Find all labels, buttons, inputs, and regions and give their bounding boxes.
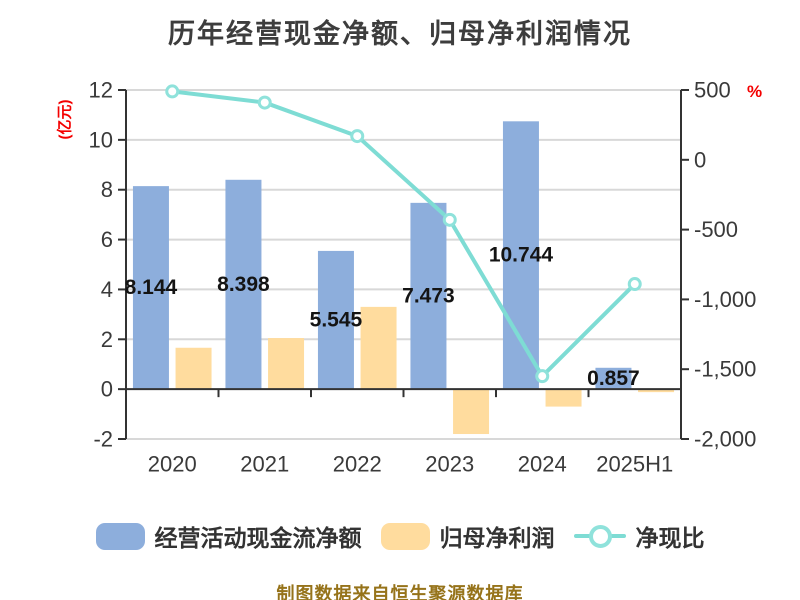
x-category-label-2021: 2021	[240, 452, 289, 477]
left-axis-tick-label: -2	[93, 427, 113, 452]
x-category-label-2022: 2022	[333, 452, 382, 477]
left-axis-tick-label: 4	[101, 277, 113, 302]
left-axis-tick-label: 0	[101, 377, 113, 402]
cash-ratio-point-2022	[350, 129, 365, 144]
bar-net-profit-2024	[545, 389, 582, 407]
legend-item-cash-ratio: 净现比	[573, 519, 705, 553]
data-label-2025H1: 0.857	[587, 367, 640, 390]
left-axis-tick-label: 8	[101, 177, 113, 202]
bar-operating-cashflow-2025H1	[595, 367, 632, 390]
data-label-2024: 10.744	[489, 244, 554, 267]
bar-operating-cashflow-2024	[502, 121, 539, 390]
chart-plot: 12 10 8 6 4 2 0 -2 500 0 -500 -1,000 -1,500 -2,000 202…	[89, 78, 757, 477]
cash-ratio-point-2020	[165, 84, 180, 99]
right-axis-tick-label: -1,500	[694, 357, 756, 382]
bar-net-profit-2025H1	[638, 389, 675, 393]
blue-bar-swatch-icon	[95, 522, 145, 550]
yellow-bar-swatch-icon	[380, 522, 430, 550]
data-label-2022: 5.545	[310, 309, 363, 332]
right-axis-tick-label: -1,000	[694, 287, 756, 312]
bar-net-profit-2022	[360, 306, 397, 390]
x-category-label-2025H1: 2025H1	[596, 452, 673, 477]
x-category-label-2023: 2023	[425, 452, 474, 477]
x-category-label-2024: 2024	[518, 452, 567, 477]
cash-ratio-point-2025H1	[627, 277, 642, 292]
right-axis-tick-label: -2,000	[694, 427, 756, 452]
right-axis-tick-label: 0	[694, 147, 706, 172]
chart-title: 历年经营现金净额、归母净利润情况	[168, 19, 632, 49]
legend-label: 归母净利润	[439, 525, 555, 551]
cash-ratio-line	[170, 89, 637, 379]
data-label-2023: 7.473	[402, 284, 455, 307]
cash-ratio-point-2021	[257, 95, 272, 110]
bar-net-profit-2023	[453, 389, 490, 435]
left-axis-tick-label: 12	[89, 78, 113, 103]
left-axis-tick-label: 2	[101, 327, 113, 352]
cash-ratio-point-2024	[535, 369, 550, 384]
bar-operating-cashflow-2020	[132, 186, 169, 390]
x-category-label-2020: 2020	[148, 452, 197, 477]
left-axis-tick-label: 10	[89, 127, 113, 152]
legend-item-net-profit: 归母净利润	[380, 519, 555, 553]
legend-label: 净现比	[635, 525, 705, 551]
chart-legend: 经营活动现金流净额 归母净利润 净现比	[0, 519, 800, 553]
line-marker-swatch-icon	[573, 523, 626, 550]
legend-item-operating-cashflow: 经营活动现金流净额	[95, 519, 362, 553]
bar-net-profit-2021	[268, 338, 305, 390]
data-label-2020: 8.144	[125, 276, 178, 299]
left-axis-tick-label: 6	[101, 227, 113, 252]
data-label-2021: 8.398	[217, 273, 270, 296]
legend-label: 经营活动现金流净额	[154, 525, 362, 551]
bar-net-profit-2020	[175, 347, 212, 390]
right-axis-tick-label: -500	[694, 217, 738, 242]
right-axis-tick-label: 500	[694, 78, 731, 103]
data-source-note: 制图数据来自恒生聚源数据库	[276, 584, 524, 600]
bar-operating-cashflow-2022	[317, 250, 354, 390]
cash-ratio-point-2023	[442, 212, 457, 227]
right-axis-unit-label: %	[747, 82, 763, 101]
bar-operating-cashflow-2023	[410, 202, 447, 390]
bar-operating-cashflow-2021	[225, 179, 262, 390]
